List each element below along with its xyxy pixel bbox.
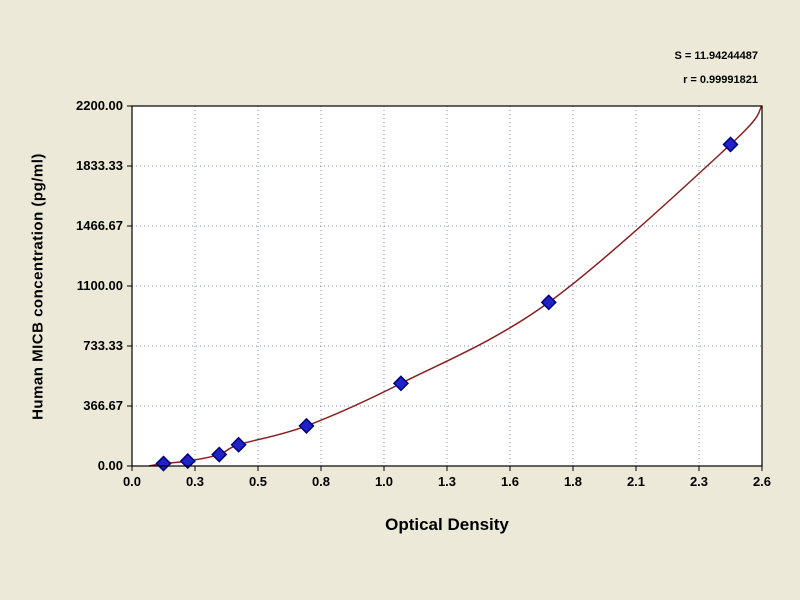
y-axis-title: Human MICB concentration (pg/ml) [29, 153, 47, 420]
x-tick-label: 1.3 [438, 474, 456, 489]
data-point-marker [722, 136, 739, 153]
data-point-marker [179, 453, 196, 470]
data-point-marker [211, 446, 228, 463]
y-tick-label: 2200.00 [76, 98, 123, 113]
data-point-marker [230, 436, 247, 453]
x-tick-label: 2.3 [690, 474, 708, 489]
y-tick-label: 1466.67 [76, 218, 123, 233]
x-tick-label: 0.8 [312, 474, 330, 489]
x-tick-label: 1.8 [564, 474, 582, 489]
data-point-marker [155, 455, 172, 472]
fit-standard-error-value: S = 11.94244487 [674, 50, 759, 62]
y-tick-label: 0.00 [98, 458, 123, 473]
x-tick-label: 0.5 [249, 474, 267, 489]
x-tick-label: 1.0 [375, 474, 393, 489]
x-axis-title: Optical Density [385, 515, 509, 534]
y-tick-label: 1100.00 [77, 278, 123, 293]
x-tick-label: 2.6 [753, 474, 771, 489]
x-tick-label: 1.6 [501, 474, 519, 489]
data-point-marker [298, 417, 315, 434]
y-tick-label: 366.67 [83, 398, 123, 413]
x-tick-label: 0.3 [186, 474, 204, 489]
x-tick-label: 2.1 [627, 474, 645, 489]
data-point-marker [540, 294, 557, 311]
x-tick-label: 0.0 [123, 474, 141, 489]
y-tick-label: 1833.33 [76, 158, 123, 173]
fit-correlation-value: r = 0.99991821 [683, 74, 758, 86]
y-tick-label: 733.33 [83, 338, 123, 353]
data-point-marker [392, 375, 410, 392]
